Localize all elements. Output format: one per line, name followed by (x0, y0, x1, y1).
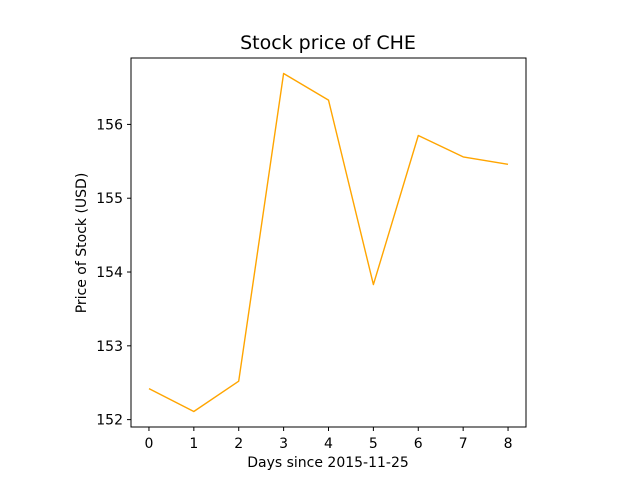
y-tick-label: 152 (96, 413, 123, 429)
y-tick-label: 153 (96, 339, 123, 355)
y-tick-label: 155 (96, 191, 123, 207)
x-axis-label: Days since 2015-11-25 (247, 455, 409, 471)
y-tick-label: 156 (96, 117, 123, 133)
x-tick-label: 8 (504, 436, 513, 452)
chart-title: Stock price of CHE (240, 32, 416, 54)
x-tick-label: 7 (459, 436, 468, 452)
x-tick-label: 2 (234, 436, 243, 452)
y-axis-label: Price of Stock (USD) (74, 173, 90, 314)
x-tick-label: 3 (279, 436, 288, 452)
y-axis-ticks: 152 153 154 155 156 (96, 117, 131, 429)
x-tick-label: 5 (369, 436, 378, 452)
x-axis-ticks: 0 1 2 3 4 5 6 7 8 (144, 427, 513, 452)
plot-area (130, 57, 527, 428)
x-tick-label: 0 (144, 436, 153, 452)
series-line-0 (148, 72, 509, 413)
x-tick-label: 1 (189, 436, 198, 452)
plot-frame (130, 57, 527, 428)
x-tick-label: 6 (414, 436, 423, 452)
y-tick-label: 154 (96, 265, 123, 281)
x-tick-label: 4 (324, 436, 333, 452)
